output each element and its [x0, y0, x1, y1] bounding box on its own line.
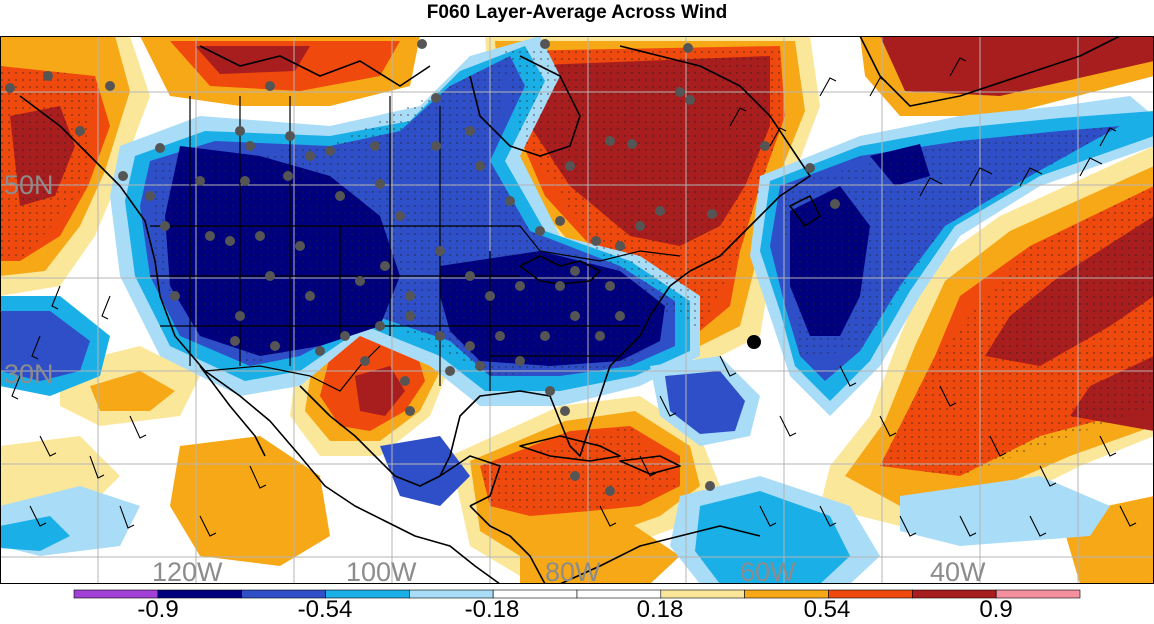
colorbar-tick-label: -0.9 — [137, 596, 179, 623]
great-lakes — [519, 255, 601, 285]
field-swpac-light-2 — [90, 371, 175, 411]
field-ncan-strong — [195, 46, 310, 74]
lon-label-40w: 40W — [930, 557, 986, 584]
lon-label-100w: 100W — [346, 557, 417, 584]
colorbar-swatch — [995, 589, 1081, 599]
chart-title: F060 Layer-Average Across Wind — [426, 2, 728, 23]
lat-lon-grid — [0, 36, 1154, 584]
us-canada-border — [150, 225, 681, 262]
stippled-regions — [0, 46, 1154, 511]
arctic-islands — [199, 45, 431, 87]
yucatan — [439, 455, 501, 507]
colorbar: -0.9 -0.54 -0.18 0.18 0.54 0.9 — [0, 588, 1154, 623]
east-coast — [619, 45, 811, 287]
colorbar-swatches — [73, 589, 1081, 599]
lon-label-80w: 80W — [545, 557, 601, 584]
colorbar-tick-label: 0.18 — [636, 596, 684, 623]
highlight-station — [747, 335, 761, 349]
field-far-east-blue — [900, 476, 1110, 546]
political-borders — [150, 96, 681, 392]
colorbar-tick-label: -0.18 — [464, 596, 520, 623]
colorbar-swatch-group — [73, 589, 1081, 599]
field-sam-light — [520, 516, 680, 584]
south-america-coast — [559, 525, 761, 584]
wind-barbs — [11, 57, 1137, 537]
colorbar-tick-label: -0.54 — [297, 596, 353, 623]
field-wpac-mid — [0, 311, 90, 381]
hispaniola — [619, 455, 681, 475]
greenland-coast — [859, 36, 1121, 107]
field-south-light — [695, 491, 850, 584]
hudson-bay — [469, 55, 581, 157]
canada-provinces — [189, 96, 441, 226]
across-wind-map: 50N 30N 120W 100W 80W 60W 40W — [0, 36, 1154, 584]
lat-label-30n: 30N — [4, 359, 54, 389]
field-swpac-light — [170, 436, 330, 566]
colorbar-tick-label: 0.54 — [803, 596, 851, 623]
baja — [199, 365, 266, 457]
newfoundland — [789, 195, 821, 227]
coastlines — [19, 36, 1121, 584]
colorbar-tick-label: 0.9 — [979, 596, 1013, 623]
west-coast — [19, 95, 501, 584]
station-dots — [5, 39, 840, 496]
lon-label-120w: 120W — [152, 557, 223, 584]
field-carib-blue-mid — [665, 371, 745, 434]
central-america — [469, 505, 546, 584]
field-sw-blue-2 — [0, 516, 70, 551]
lon-label-60w: 60W — [740, 557, 796, 584]
field-greenland-strong — [880, 36, 1154, 96]
cuba — [519, 435, 621, 462]
state-lines — [150, 226, 640, 391]
field-camer-blue — [380, 436, 470, 506]
gulf-coast — [299, 285, 671, 487]
lat-label-50n: 50N — [4, 170, 54, 200]
